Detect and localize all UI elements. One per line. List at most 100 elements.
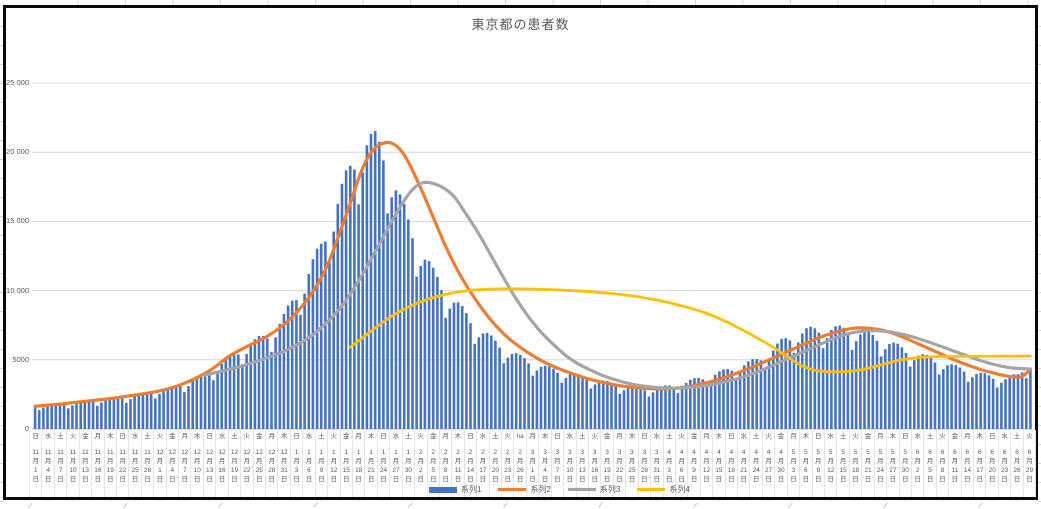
bar[interactable] <box>975 373 978 429</box>
bar[interactable] <box>299 314 302 429</box>
bar[interactable] <box>166 387 170 430</box>
bar[interactable] <box>419 266 423 429</box>
bar[interactable] <box>693 378 696 429</box>
bar[interactable] <box>1025 378 1028 429</box>
bar[interactable] <box>353 169 356 430</box>
bar[interactable] <box>125 402 128 429</box>
bar[interactable] <box>1020 372 1024 430</box>
bar[interactable] <box>842 327 846 429</box>
bar[interactable] <box>411 238 414 429</box>
bar[interactable] <box>502 363 505 429</box>
bar[interactable] <box>514 353 518 429</box>
bar[interactable] <box>290 300 294 429</box>
bar[interactable] <box>212 380 215 429</box>
bar[interactable] <box>465 313 468 429</box>
bar[interactable] <box>394 190 398 429</box>
bar[interactable] <box>1029 367 1032 429</box>
bar[interactable] <box>423 259 427 429</box>
bar[interactable] <box>402 203 406 429</box>
bar[interactable] <box>631 386 634 430</box>
bar[interactable] <box>672 386 676 429</box>
bar[interactable] <box>676 392 680 429</box>
bar[interactable] <box>378 141 381 430</box>
bar[interactable] <box>431 267 435 429</box>
bar[interactable] <box>33 406 37 429</box>
bar[interactable] <box>942 369 945 429</box>
bar[interactable] <box>991 378 995 429</box>
bar[interactable] <box>133 395 136 429</box>
bar[interactable] <box>87 400 91 429</box>
bar[interactable] <box>867 331 870 429</box>
bar[interactable] <box>585 379 588 429</box>
bar[interactable] <box>730 370 734 429</box>
bar[interactable] <box>129 399 132 429</box>
bar[interactable] <box>933 362 937 430</box>
bar[interactable] <box>572 373 576 429</box>
bar[interactable] <box>660 386 663 430</box>
bar[interactable] <box>892 342 895 429</box>
bar[interactable] <box>237 354 240 429</box>
bar[interactable] <box>817 332 821 429</box>
bar[interactable] <box>324 241 327 429</box>
bar[interactable] <box>701 379 705 429</box>
bar[interactable] <box>805 328 808 429</box>
bar[interactable] <box>100 402 103 430</box>
bar[interactable] <box>67 408 70 429</box>
bar[interactable] <box>282 313 286 429</box>
bar[interactable] <box>639 387 642 429</box>
bar[interactable] <box>149 393 153 430</box>
legend-item[interactable]: 系列2 <box>498 484 551 495</box>
bar[interactable] <box>415 276 418 430</box>
bar[interactable] <box>539 366 543 429</box>
bar[interactable] <box>220 364 223 429</box>
bar[interactable] <box>734 379 738 429</box>
bar[interactable] <box>241 364 244 429</box>
bar[interactable] <box>751 359 754 429</box>
bar[interactable] <box>668 385 671 430</box>
bar[interactable] <box>481 333 485 430</box>
bar[interactable] <box>311 259 315 429</box>
bar[interactable] <box>937 374 941 430</box>
bar[interactable] <box>552 368 555 429</box>
legend[interactable]: 系列1 系列2 系列3 系列4 <box>429 484 690 495</box>
bar[interactable] <box>825 338 829 429</box>
bar[interactable] <box>83 400 87 429</box>
bar[interactable] <box>120 398 124 430</box>
bar[interactable] <box>830 330 833 429</box>
bar[interactable] <box>203 372 207 429</box>
bar[interactable] <box>50 404 53 429</box>
bar[interactable] <box>485 333 489 429</box>
bar[interactable] <box>253 339 257 429</box>
bar[interactable] <box>626 387 630 430</box>
bar[interactable] <box>303 293 306 429</box>
bar[interactable] <box>174 385 178 430</box>
bar[interactable] <box>382 160 385 429</box>
bar[interactable] <box>979 372 982 429</box>
bar[interactable] <box>705 386 709 429</box>
bar[interactable] <box>365 145 369 430</box>
bar[interactable] <box>875 340 879 429</box>
bar[interactable] <box>846 333 850 429</box>
bar[interactable] <box>888 344 891 429</box>
line-series-4[interactable] <box>348 287 1032 374</box>
bar[interactable] <box>929 357 933 429</box>
bar[interactable] <box>589 388 593 430</box>
bar[interactable] <box>921 354 924 429</box>
bar[interactable] <box>568 374 572 429</box>
bar[interactable] <box>747 361 750 429</box>
bar[interactable] <box>871 334 875 429</box>
bar[interactable] <box>859 334 862 429</box>
bar[interactable] <box>208 373 211 429</box>
bar[interactable] <box>821 348 825 429</box>
bar[interactable] <box>643 390 646 429</box>
bar[interactable] <box>726 369 729 429</box>
bar[interactable] <box>796 342 800 429</box>
bar[interactable] <box>295 300 298 429</box>
bar[interactable] <box>581 376 584 429</box>
bar[interactable] <box>606 381 609 429</box>
bar[interactable] <box>278 323 282 429</box>
bar[interactable] <box>556 372 559 429</box>
bar[interactable] <box>767 360 771 429</box>
bar[interactable] <box>792 353 796 429</box>
